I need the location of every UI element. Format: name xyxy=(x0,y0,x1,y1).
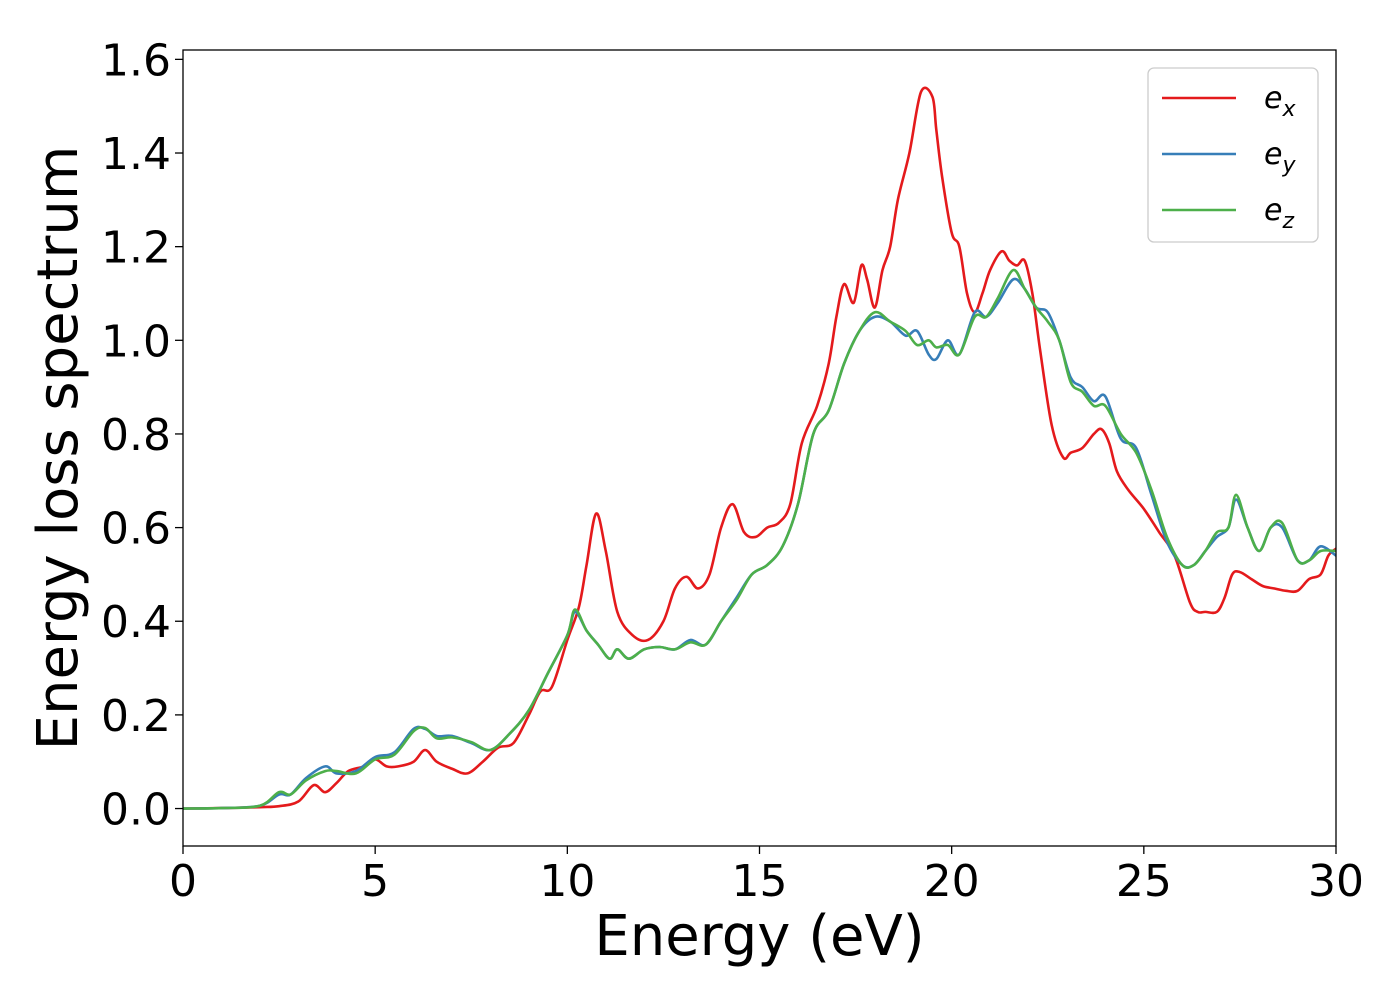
legend-label-y: ey xyxy=(1264,137,1296,178)
y-tick-label: 0.8 xyxy=(101,410,171,461)
legend-label-z: ez xyxy=(1264,193,1294,234)
y-tick-label: 1.4 xyxy=(101,129,171,180)
legend-label-x: ex xyxy=(1264,81,1296,122)
y-axis-ticks: 0.0 0.2 0.4 0.6 0.8 1.0 1.2 1.4 1.6 xyxy=(101,35,183,836)
x-tick-label: 25 xyxy=(1116,856,1172,907)
y-tick-label: 1.2 xyxy=(101,223,171,274)
series-line-z xyxy=(183,268,1336,810)
y-axis-title: Energy loss spectrum xyxy=(26,146,91,751)
x-tick-label: 5 xyxy=(361,856,389,907)
y-tick-label: 0.0 xyxy=(101,785,171,836)
y-tick-label: 1.0 xyxy=(101,316,171,367)
y-tick-label: 0.2 xyxy=(101,691,171,742)
series-line-x xyxy=(183,86,1336,810)
plot-lines xyxy=(183,86,1336,810)
y-tick-label: 0.6 xyxy=(101,504,171,555)
series-line-y xyxy=(183,277,1336,810)
x-tick-label: 10 xyxy=(539,856,595,907)
x-axis-ticks: 0 5 10 15 20 25 30 xyxy=(169,846,1364,907)
x-axis-title: Energy (eV) xyxy=(594,904,924,969)
x-tick-label: 20 xyxy=(924,856,980,907)
y-tick-label: 1.6 xyxy=(101,35,171,86)
x-tick-label: 0 xyxy=(169,856,197,907)
x-tick-label: 30 xyxy=(1308,856,1364,907)
legend: ex ey ez xyxy=(1147,67,1319,243)
x-tick-label: 15 xyxy=(732,856,788,907)
y-tick-label: 0.4 xyxy=(101,597,171,648)
